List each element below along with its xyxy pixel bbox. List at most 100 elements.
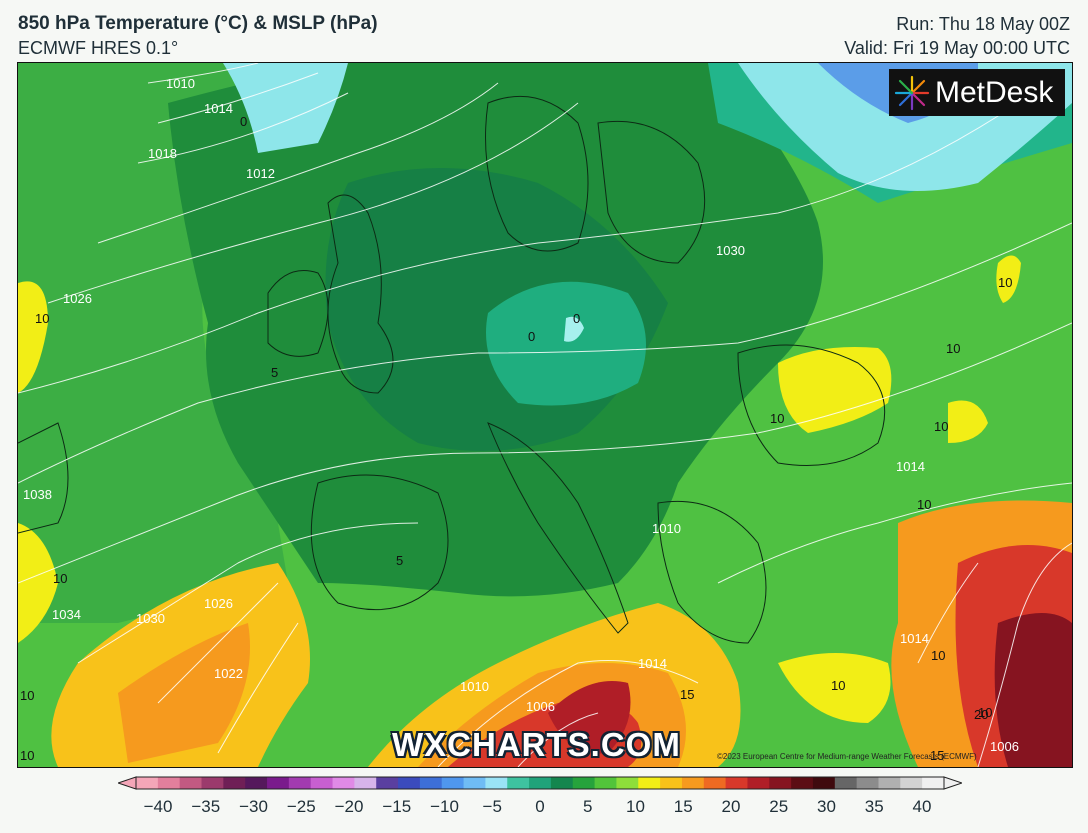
colorbar-tick-label: 40: [912, 797, 932, 816]
colorbar-swatch: [529, 777, 552, 789]
isobar-label: 1010: [166, 76, 195, 91]
colorbar-swatch: [681, 777, 705, 789]
colorbar-swatch: [725, 777, 748, 789]
chart-title: 850 hPa Temperature (°C) & MSLP (hPa): [18, 13, 378, 34]
colorbar-border: [135, 776, 945, 790]
region-yellow-east: [948, 400, 988, 443]
colorbar-swatch: [507, 777, 530, 789]
valid-time: Valid: Fri 19 May 00:00 UTC: [844, 38, 1070, 58]
temp-label: 20: [974, 707, 988, 722]
temp-label: 10: [931, 648, 945, 663]
temp-label: 15: [930, 748, 944, 763]
coast-black-sea: [737, 344, 886, 466]
colorbar-swatch: [223, 777, 246, 789]
colorbar-tick-label: −20: [334, 797, 364, 816]
colorbar-swatch: [594, 777, 617, 789]
isobar-label: 1038: [23, 487, 52, 502]
coast-italy: [487, 422, 629, 634]
logo-text: MetDesk: [935, 75, 1054, 109]
coast-baltic: [597, 120, 706, 264]
colorbar-tick-label: 30: [817, 797, 836, 816]
colorbar-swatch: [419, 777, 443, 789]
isobar-label: 1026: [204, 596, 233, 611]
colorbar-swatch: [922, 777, 945, 789]
isobar-label: 1026: [63, 291, 92, 306]
colorbar-tick-label: 15: [673, 797, 693, 816]
region-yellow-far-east: [996, 255, 1021, 303]
colorbar-swatch: [157, 777, 181, 789]
isobar-label: 1006: [526, 699, 555, 714]
coast-britain: [327, 194, 394, 394]
colorbar-swatch: [485, 777, 508, 789]
colorbar-swatch: [354, 777, 377, 789]
coast-balkans: [657, 500, 767, 644]
temp-label: 10: [998, 275, 1012, 290]
isobar-label: 1022: [214, 666, 243, 681]
isobar-label: 1030: [716, 243, 745, 258]
colorbar-swatch: [812, 777, 836, 789]
colorbar-tick-label: 0: [535, 797, 545, 816]
region-cold-patch: [564, 316, 584, 342]
colorbar-swatch: [179, 777, 203, 789]
region-darkred-nafrica: [548, 681, 631, 754]
region-orange-core-sw: [118, 623, 250, 763]
isobar-label: 1012: [246, 166, 275, 181]
temp-label: 10: [20, 748, 34, 763]
isobar-label: 1014: [638, 656, 667, 671]
colorbar-swatch: [398, 777, 421, 789]
colorbar-swatch: [550, 777, 574, 789]
colorbar-swatch: [245, 777, 268, 789]
temp-label: 10: [20, 688, 34, 703]
model-label: ECMWF HRES 0.1°: [18, 38, 179, 58]
colorbar-swatch: [900, 777, 923, 789]
colorbar-tick-label: −40: [143, 797, 173, 816]
coastlines: [18, 95, 886, 644]
colorbar-swatch: [441, 777, 465, 789]
temp-label: 10: [53, 571, 67, 586]
isobar-label: 1014: [900, 631, 929, 646]
colorbar-swatch: [332, 777, 355, 789]
temp-label: 10: [917, 497, 931, 512]
colorbar-swatch: [201, 777, 224, 789]
temp-label: 10: [831, 678, 845, 693]
colorbar-swatch: [878, 777, 901, 789]
temperature-labels: 0 10 5 0 0 10 10 10 10 10 10 10 5 15 10 …: [20, 114, 1012, 763]
colorbar-swatch: [791, 777, 814, 789]
coast-atlantic: [18, 422, 69, 534]
isobar-labels: 1010 1014 1018 1012 1026 1030 1038 1034 …: [23, 76, 1019, 754]
run-time: Run: Thu 18 May 00Z: [896, 14, 1070, 34]
isobar-label: 1034: [52, 607, 81, 622]
colorbar-swatch: [267, 777, 290, 789]
metdesk-starburst-icon: [894, 75, 930, 110]
colorbar-tick-label: 35: [864, 797, 884, 816]
colorbar-swatch: [463, 777, 486, 789]
isobar-label: 1014: [896, 459, 925, 474]
metdesk-logo: MetDesk: [889, 69, 1065, 116]
map-canvas: 1010 1014 1018 1012 1026 1030 1038 1034 …: [18, 63, 1072, 767]
region-darkred-east: [994, 613, 1072, 767]
isobar-label: 1010: [460, 679, 489, 694]
colorbar-swatch: [376, 777, 399, 789]
isobar-label: 1030: [136, 611, 165, 626]
temp-label: 5: [271, 365, 278, 380]
colorbar-min-arrow: [118, 776, 137, 790]
colorbar-tick-label: −25: [286, 797, 316, 816]
colorbar-swatch: [703, 777, 727, 789]
colorbar-tick-label: −5: [482, 797, 502, 816]
colorbar-swatch: [310, 777, 334, 789]
temp-label: 5: [396, 553, 403, 568]
coast-iberia: [310, 474, 449, 611]
colorbar-tick-label: 10: [626, 797, 645, 816]
colorbar-swatch: [856, 777, 879, 789]
isobar-label: 1018: [148, 146, 177, 161]
temp-label: 0: [240, 114, 247, 129]
colorbar-tick-label: −30: [239, 797, 268, 816]
weather-map[interactable]: 1010 1014 1018 1012 1026 1030 1038 1034 …: [17, 62, 1073, 768]
colorbar-tick-label: 25: [769, 797, 789, 816]
region-yellow-west: [18, 281, 48, 393]
colorbar-tick-label: 5: [583, 797, 593, 816]
data-credit: ©2023 European Centre for Medium-range W…: [717, 752, 977, 761]
isobar-label: 1006: [990, 739, 1019, 754]
colorbar-tick-label: −35: [191, 797, 221, 816]
region-yellow-ukraine: [778, 347, 892, 433]
